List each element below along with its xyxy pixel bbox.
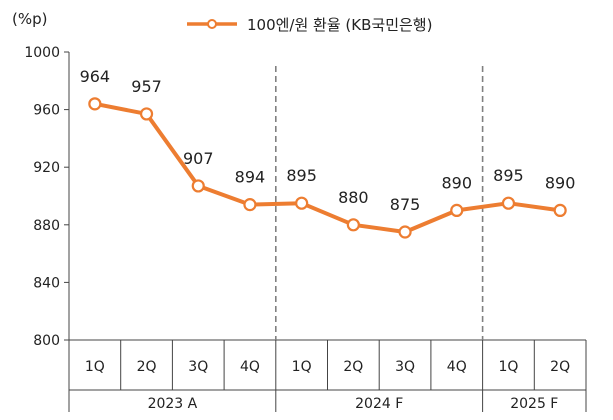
series-layer xyxy=(88,97,567,239)
data-label: 895 xyxy=(493,166,524,185)
data-point xyxy=(295,196,309,210)
x-tick-label: 2Q xyxy=(343,359,363,375)
period-dividers xyxy=(274,66,484,340)
data-point xyxy=(88,97,102,111)
x-tick-label: 1Q xyxy=(85,359,105,375)
data-label: 890 xyxy=(441,173,472,192)
y-tick-label: 840 xyxy=(33,275,60,291)
x-tick-label: 3Q xyxy=(188,359,208,375)
data-point xyxy=(450,203,464,217)
x-group-label: 2023 A xyxy=(148,396,198,412)
legend: 100엔/원 환율 (KB국민은행) xyxy=(187,16,432,34)
x-tick-label: 4Q xyxy=(447,359,467,375)
x-group-label: 2025 F xyxy=(510,396,558,412)
data-label: 895 xyxy=(286,166,317,185)
data-label: 890 xyxy=(545,173,576,192)
data-label: 894 xyxy=(235,168,266,187)
data-label: 957 xyxy=(131,77,162,96)
y-unit-label: (%p) xyxy=(12,10,47,28)
legend-label: 100엔/원 환율 (KB국민은행) xyxy=(247,16,432,34)
data-label: 964 xyxy=(80,67,111,86)
data-point xyxy=(553,203,567,217)
data-point xyxy=(501,196,516,210)
y-tick-label: 960 xyxy=(33,103,60,119)
x-tick-label: 1Q xyxy=(292,359,312,375)
data-point xyxy=(346,218,360,232)
data-label: 875 xyxy=(390,195,421,214)
y-tick-label: 800 xyxy=(33,333,60,349)
x-tick-label: 2Q xyxy=(137,359,157,375)
y-axis: 800 840 880 920 960 1000 xyxy=(24,45,70,349)
x-tick-label: 4Q xyxy=(240,359,260,375)
data-point xyxy=(139,107,154,121)
series-line xyxy=(94,101,561,234)
data-label: 880 xyxy=(338,188,369,207)
y-tick-label: 1000 xyxy=(24,45,60,61)
x-axis: 1Q 2Q 3Q 4Q 1Q 2Q 3Q 4Q 1Q 2Q 2023 A 2024 F 2025 F xyxy=(68,339,587,412)
data-label: 907 xyxy=(183,149,214,168)
x-group-label: 2024 F xyxy=(355,396,403,412)
x-tick-label: 1Q xyxy=(498,359,518,375)
x-tick-label: 2Q xyxy=(550,359,570,375)
legend-marker xyxy=(207,19,217,29)
data-labels: 964 957 907 894 895 880 875 890 895 890 xyxy=(80,67,576,214)
data-point xyxy=(191,179,205,193)
x-tick-label: 3Q xyxy=(395,359,415,375)
y-tick-label: 920 xyxy=(33,160,60,176)
data-point xyxy=(243,198,257,212)
data-point xyxy=(398,225,412,239)
y-tick-label: 880 xyxy=(33,218,60,234)
